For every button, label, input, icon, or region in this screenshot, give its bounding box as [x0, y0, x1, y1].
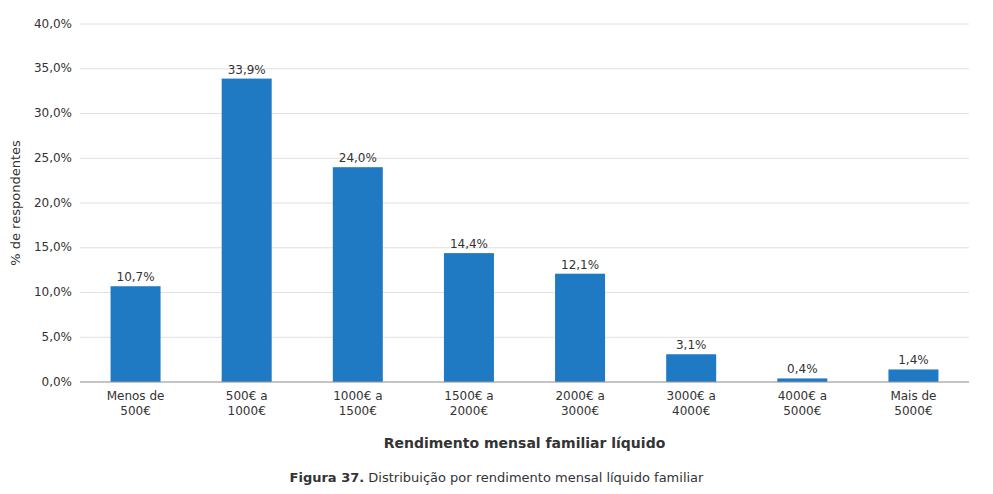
- x-tick-line: 500€ a: [226, 389, 268, 403]
- grid: [80, 24, 969, 382]
- data-label: 3,1%: [676, 338, 707, 352]
- x-tick-line: 2000€ a: [555, 389, 604, 403]
- x-tick-line: 3000€: [561, 404, 599, 418]
- data-labels: 10,7% 33,9% 24,0% 14,4% 12,1% 3,1% 0,4% 1,4%: [117, 63, 929, 377]
- x-tick-line: 3000€ a: [667, 389, 716, 403]
- data-label: 33,9%: [228, 63, 266, 77]
- bars: [111, 79, 939, 382]
- data-label: 24,0%: [339, 151, 377, 165]
- grid-line: [80, 24, 969, 25]
- x-tick-label: 500€ a1000€: [226, 389, 268, 418]
- grid-line: [80, 158, 969, 159]
- x-tick-line: 1000€: [228, 404, 266, 418]
- x-tick-label: 1500€ a2000€: [444, 389, 493, 418]
- x-tick-line: 500€: [120, 404, 151, 418]
- data-label: 12,1%: [561, 258, 599, 272]
- x-tick-line: 1000€ a: [333, 389, 382, 403]
- x-tick-line: Mais de: [890, 389, 936, 403]
- bar: [333, 167, 383, 382]
- x-tick-line: 5000€: [783, 404, 821, 418]
- grid-line: [80, 68, 969, 69]
- y-tick-label: 10,0%: [34, 285, 72, 299]
- y-tick-label: 30,0%: [34, 106, 72, 120]
- grid-line: [80, 382, 969, 383]
- data-label: 1,4%: [898, 353, 929, 367]
- x-tick-label: 1000€ a1500€: [333, 389, 382, 418]
- bar: [777, 378, 827, 382]
- x-tick-line: 5000€: [894, 404, 932, 418]
- x-tick-label: 3000€ a4000€: [667, 389, 716, 418]
- x-tick-line: 4000€: [672, 404, 710, 418]
- x-tick-label: 2000€ a3000€: [555, 389, 604, 418]
- grid-line: [80, 292, 969, 293]
- caption-part: Figura 37.: [290, 470, 365, 485]
- x-tick-label: 4000€ a5000€: [778, 389, 827, 418]
- x-tick-line: 4000€ a: [778, 389, 827, 403]
- caption-part: Distribuição por rendimento mensal líqui…: [364, 470, 704, 485]
- y-tick-label: 0,0%: [42, 375, 73, 389]
- x-tick-label: Menos de500€: [107, 389, 165, 418]
- data-label: 14,4%: [450, 237, 488, 251]
- y-tick-label: 15,0%: [34, 240, 72, 254]
- x-axis: Menos de500€500€ a1000€1000€ a1500€1500€…: [80, 382, 969, 418]
- y-tick-label: 40,0%: [34, 17, 72, 31]
- page: {"chart_data": {"type": "bar", "categori…: [0, 0, 993, 494]
- y-axis: 0,0% 5,0% 10,0% 15,0% 20,0% 25,0% 30,0% 35,0% 40…: [34, 17, 72, 389]
- grid-line: [80, 113, 969, 114]
- grid-line: [80, 247, 969, 248]
- x-tick-line: Menos de: [107, 389, 165, 403]
- y-tick-label: 20,0%: [34, 196, 72, 210]
- grid-line: [80, 203, 969, 204]
- x-tick-line: 2000€: [450, 404, 488, 418]
- bar: [111, 286, 161, 382]
- bar: [222, 79, 272, 382]
- caption: Figura 37. Distribuição por rendimento m…: [290, 470, 705, 485]
- x-axis-line: [80, 382, 969, 383]
- data-label: 0,4%: [787, 362, 818, 376]
- data-label: 10,7%: [117, 270, 155, 284]
- x-tick-line: 1500€ a: [444, 389, 493, 403]
- chart-container: 0,0% 5,0% 10,0% 15,0% 20,0% 25,0% 30,0% 35,0% 40…: [0, 0, 993, 494]
- x-tick-line: 1500€: [339, 404, 377, 418]
- x-axis-label: Rendimento mensal familiar líquido: [384, 435, 666, 451]
- bar: [555, 274, 605, 382]
- bar: [444, 253, 494, 382]
- y-axis-label: % de respondentes: [8, 140, 23, 266]
- y-tick-label: 25,0%: [34, 151, 72, 165]
- chart: 0,0% 5,0% 10,0% 15,0% 20,0% 25,0% 30,0% 35,0% 40…: [0, 0, 993, 494]
- y-tick-label: 35,0%: [34, 61, 72, 75]
- x-tick-label: Mais de5000€: [890, 389, 936, 418]
- bar: [666, 354, 716, 382]
- y-tick-label: 5,0%: [42, 330, 73, 344]
- grid-line: [80, 337, 969, 338]
- bar: [888, 369, 938, 382]
